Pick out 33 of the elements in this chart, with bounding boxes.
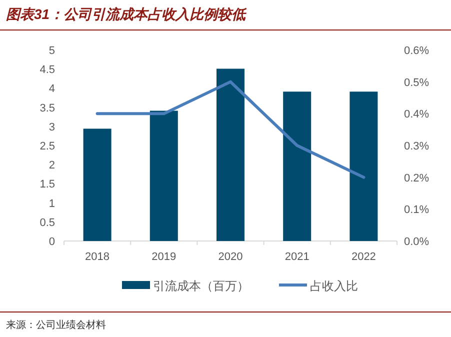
y2-tick-label: 0.1% [404, 204, 430, 216]
y2-tick-label: 0.3% [404, 140, 430, 152]
y-tick-label: 0.5 [40, 216, 55, 229]
y-tick-label: 1.5 [40, 178, 55, 191]
x-tick-label: 2022 [351, 251, 376, 263]
y-tick-label: 4.5 [40, 64, 55, 76]
x-tick-label: 2019 [152, 251, 176, 263]
source-note: 来源：公司业绩会材料 [6, 319, 106, 331]
y-tick-label: 5 [48, 45, 55, 57]
y2-tick-label: 0.5% [404, 76, 430, 89]
y-tick-label: 0 [48, 236, 55, 248]
y-tick-label: 2.5 [40, 140, 55, 152]
y-tick-label: 3 [48, 121, 55, 134]
bar [283, 92, 312, 241]
y-tick-label: 4 [48, 83, 55, 96]
line-series [96, 80, 366, 179]
chart-title: 图表31：公司引流成本占收入比例较低 [6, 6, 248, 22]
x-tick-label: 2018 [85, 251, 110, 263]
bar [150, 110, 178, 241]
bar [350, 92, 378, 241]
y2-tick-label: 0.6% [404, 45, 430, 57]
y2-tick-label: 0.0% [404, 236, 430, 248]
bar [216, 68, 244, 241]
y2-tick-label: 0.2% [404, 172, 430, 184]
legend-label: 占收入比 [310, 279, 358, 293]
y-tick-label: 2 [48, 160, 55, 172]
y2-tick-label: 0.4% [404, 108, 430, 121]
y-tick-label: 1 [48, 198, 55, 210]
x-tick-label: 2021 [284, 251, 310, 263]
bar [83, 128, 112, 241]
legend-label: 引流成本（百万） [153, 279, 249, 293]
y-tick-label: 3.5 [40, 102, 55, 114]
x-tick-label: 2020 [218, 251, 243, 263]
